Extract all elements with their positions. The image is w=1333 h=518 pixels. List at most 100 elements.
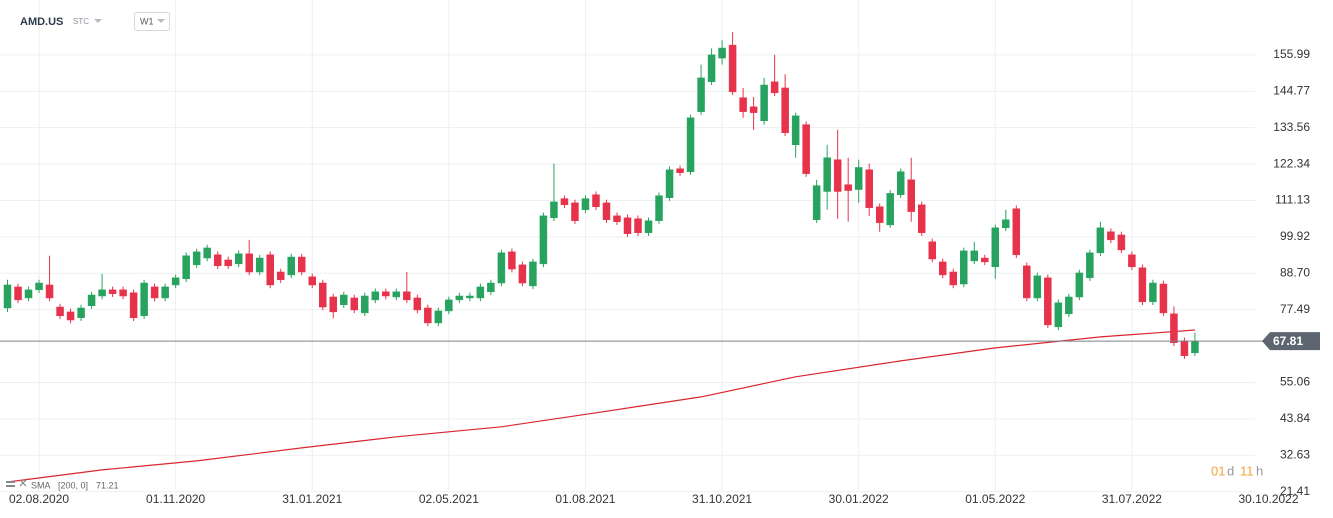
candle-body — [14, 286, 22, 301]
y-tick-label: 21.41 — [1280, 484, 1310, 498]
x-tick-label: 01.08.2021 — [555, 492, 615, 506]
candle-body — [1159, 283, 1168, 314]
countdown-unit: h — [1256, 463, 1263, 478]
candle-body — [529, 261, 537, 287]
candle-body — [655, 195, 663, 221]
interval-label[interactable]: W1 — [140, 16, 154, 26]
candle-body — [949, 271, 958, 286]
candle-body — [87, 294, 96, 306]
bar-countdown: 01 d 11 h — [1211, 463, 1263, 478]
candle-body — [24, 289, 33, 299]
y-tick-label: 155.99 — [1273, 47, 1310, 61]
candle-body — [424, 307, 432, 324]
candle-body — [760, 84, 768, 121]
candle-body — [276, 271, 285, 281]
candle-body — [382, 291, 390, 297]
candle-body — [665, 169, 674, 198]
candle-body — [476, 286, 485, 299]
candle-body — [150, 286, 159, 299]
candle-body — [550, 201, 558, 219]
candle-body — [171, 277, 180, 286]
candle-body — [1012, 208, 1021, 256]
candle-body — [319, 282, 327, 308]
candle-body — [1117, 234, 1126, 251]
symbol-type[interactable]: STC — [73, 17, 89, 26]
candle-body — [56, 306, 64, 317]
candle-body — [466, 295, 474, 299]
candle-body — [802, 124, 810, 174]
candle-body — [981, 257, 989, 263]
candle-body — [213, 254, 222, 267]
candle-body — [602, 202, 611, 220]
candle-body — [697, 77, 705, 112]
candle-body — [1149, 282, 1157, 303]
candle-body — [991, 227, 1000, 268]
candle-body — [1033, 275, 1042, 299]
candle-body — [413, 297, 422, 311]
candle-body — [287, 256, 295, 276]
candle-body — [255, 257, 264, 273]
candle-body — [939, 261, 947, 276]
last-price-badge — [1262, 332, 1320, 351]
candle-body — [896, 171, 905, 195]
candle-body — [140, 282, 148, 317]
y-tick-label: 43.84 — [1280, 411, 1310, 425]
candle-body — [560, 198, 569, 206]
y-tick-label: 122.34 — [1273, 156, 1310, 170]
candle-body — [3, 284, 12, 309]
candle-body — [108, 289, 117, 294]
candle-body — [644, 220, 653, 233]
sma-layer — [7, 329, 1196, 483]
indicator-close[interactable] — [19, 479, 27, 487]
candle-body — [1065, 296, 1073, 315]
candle-body — [823, 157, 831, 192]
x-tick-label: 01.05.2022 — [965, 492, 1025, 506]
y-tick-label: 77.49 — [1280, 302, 1310, 316]
candle-body — [203, 247, 211, 259]
candle-body — [487, 282, 495, 293]
candle-body — [1107, 231, 1115, 241]
candle-body — [119, 289, 127, 297]
indicator-name: SMA — [31, 480, 51, 490]
interval-select[interactable] — [134, 12, 170, 31]
indicator-icon[interactable] — [6, 485, 15, 487]
candle-body — [161, 286, 169, 299]
x-tick-label: 31.01.2021 — [282, 492, 342, 506]
candle-body — [1128, 254, 1136, 268]
candle-body — [245, 253, 253, 273]
y-tick-label: 111.13 — [1275, 193, 1310, 207]
candle-body — [634, 218, 642, 233]
indicator-icon[interactable] — [6, 481, 15, 483]
candle-body — [45, 284, 54, 299]
candle-body — [1096, 227, 1105, 254]
candle-body — [539, 215, 548, 265]
candle-body — [77, 307, 85, 318]
symbol-title[interactable]: AMD.US — [20, 16, 63, 28]
indicator-legend: SMA [200, 0] 71.21 — [6, 479, 119, 490]
dropdown-caret[interactable] — [157, 19, 165, 23]
candle-body — [129, 292, 138, 318]
indicator-value: 71.21 — [96, 480, 119, 490]
candle-body — [1002, 219, 1010, 229]
candle-body — [770, 81, 779, 94]
candle-body — [875, 206, 884, 223]
candle-body — [844, 184, 852, 191]
candle-body — [1054, 302, 1063, 328]
candle-body — [592, 194, 600, 207]
candle-body — [960, 250, 968, 285]
candle-body — [728, 44, 737, 93]
candle-body — [224, 259, 232, 267]
candle-body — [1180, 340, 1189, 356]
candle-body — [1086, 252, 1094, 279]
dropdown-caret[interactable] — [94, 19, 102, 23]
grid-layer — [0, 0, 1255, 493]
last-price-label: 67.81 — [1273, 334, 1303, 348]
candle-body — [266, 254, 274, 286]
candle-body — [917, 204, 926, 233]
candle-body — [749, 106, 758, 113]
candle-body — [392, 291, 401, 298]
candle-body — [707, 54, 716, 83]
candle-body — [581, 198, 590, 210]
